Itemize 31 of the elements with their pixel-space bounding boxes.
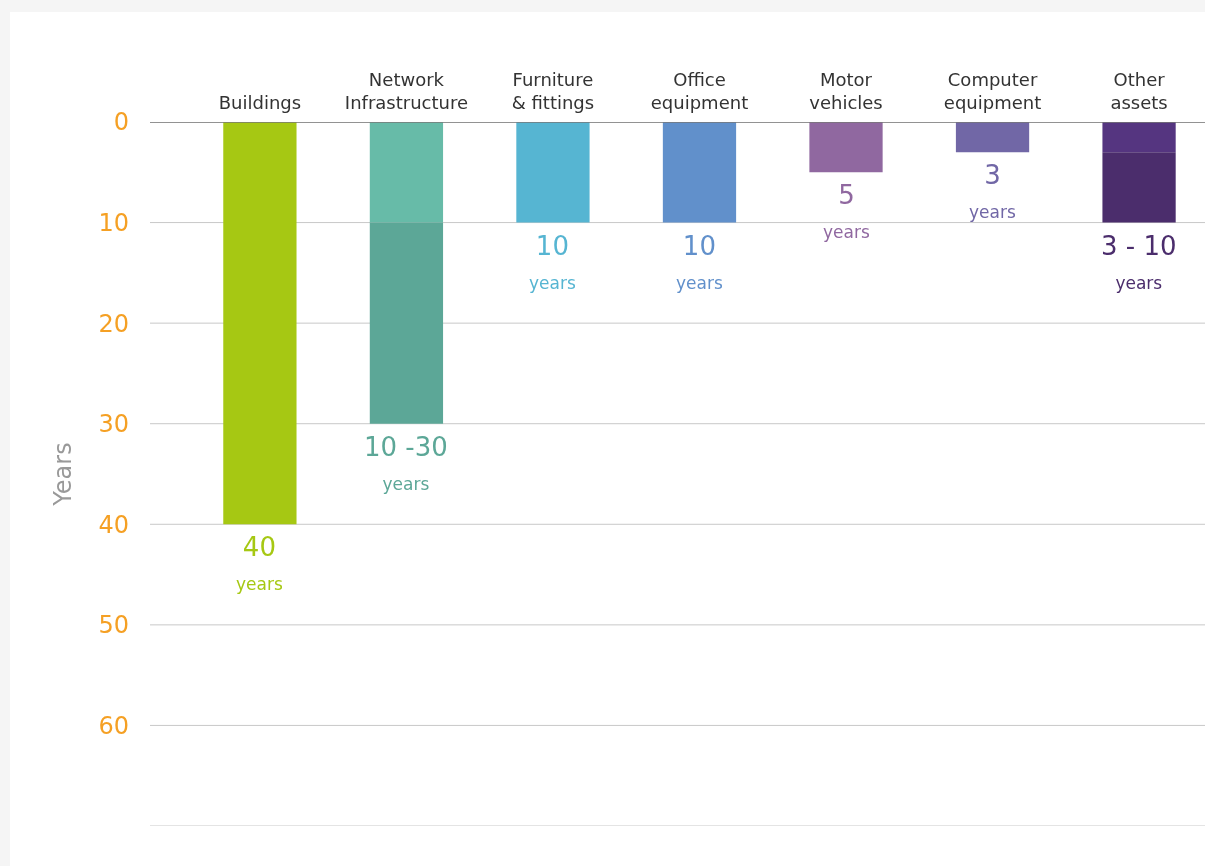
data-label: 10 years	[529, 231, 576, 293]
x-tick-label: Buildings	[218, 92, 302, 114]
y-tick-label: 50	[98, 611, 129, 640]
data-label: 5 years	[823, 180, 870, 242]
x-tick-label: Other assets	[1110, 69, 1168, 114]
x-tick-label: Motor vehicles	[809, 69, 883, 114]
bar	[369, 222, 444, 424]
bar	[955, 122, 1030, 153]
x-tick-label: Network Infrastructure	[344, 69, 469, 114]
data-label: 10 years	[676, 231, 723, 293]
data-label: 40 years	[236, 532, 283, 594]
x-tick-label: Office equipment	[650, 69, 749, 114]
annotation: 3 - 10 years	[1101, 231, 1177, 293]
bar	[1102, 122, 1176, 153]
x-tick-label: Furniture & fittings	[511, 69, 595, 114]
bar	[516, 122, 590, 223]
data-label: 3 years	[969, 160, 1016, 222]
bar	[809, 122, 883, 173]
bar	[662, 122, 737, 223]
bar	[1102, 152, 1176, 223]
x-tick-label: Computer equipment	[943, 69, 1042, 114]
y-tick-label: 10	[98, 208, 129, 237]
y-tick-label: 20	[98, 309, 129, 338]
bar	[369, 122, 444, 223]
bar	[223, 122, 297, 525]
y-tick-label: 60	[98, 711, 129, 740]
y-tick-label: 40	[98, 510, 129, 539]
annotation: 10 -30 years	[364, 432, 448, 494]
y-tick-label: 30	[98, 410, 129, 439]
y-tick-label: 0	[113, 108, 129, 137]
y-axis-title: Years	[48, 442, 77, 507]
